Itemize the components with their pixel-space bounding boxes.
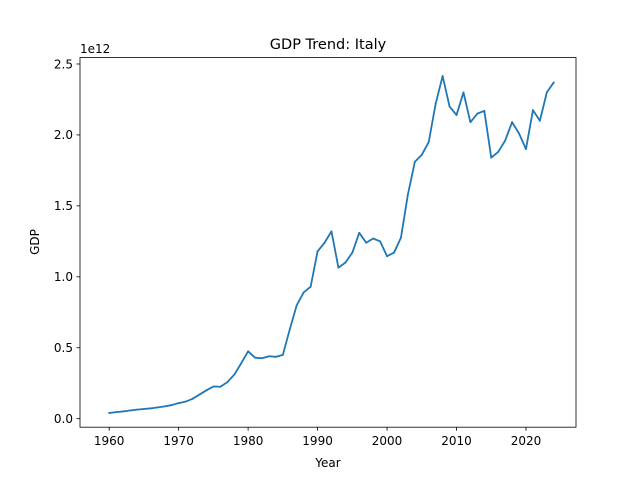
data-point [518,132,520,135]
data-point [233,373,236,376]
data-point [184,400,187,403]
data-point [552,81,555,84]
data-point [532,109,534,111]
data-point [212,385,215,388]
data-point [198,393,201,396]
data-point [247,350,250,353]
axis-ticks: 1960 1970 1980 1990 2000 2010 2020 0.0 0.5 1.0 1.5… [54,57,541,448]
data-point [393,251,395,254]
data-point [462,91,465,94]
data-point [351,251,354,254]
data-point [476,112,479,115]
data-point [358,231,361,234]
data-point [455,114,458,116]
data-point [427,141,430,143]
data-point [372,237,375,240]
data-point [448,105,451,108]
data-point [254,356,256,359]
gdp-series-line [108,75,555,414]
plot-area-frame [79,57,577,428]
data-point [525,148,527,151]
series-points [108,75,555,414]
data-point [434,102,437,105]
x-tick-label: 1970 [163,434,194,448]
data-point [261,357,263,360]
data-point [316,250,319,253]
y-tick-label: 0.5 [54,341,73,355]
data-point [143,408,145,410]
data-point [163,405,166,408]
x-tick-label: 1990 [302,434,333,448]
data-point [191,397,194,400]
data-point [281,353,284,356]
data-point [344,261,347,264]
data-point [365,241,368,244]
data-point [170,404,173,406]
data-point [379,240,381,243]
data-point [441,75,444,77]
data-point [295,304,298,307]
data-point [309,285,312,288]
data-point [323,241,326,244]
y-tick-label: 1.0 [54,270,73,284]
data-point [136,408,138,411]
data-point [511,121,513,124]
data-point [420,153,423,156]
data-point [337,266,340,269]
x-tick-label: 1960 [94,434,125,448]
data-point [219,385,222,388]
data-point [490,156,493,159]
y-offset-label: 1e12 [80,42,110,56]
data-point [156,406,159,409]
data-point [497,151,500,153]
chart-title: GDP Trend: Italy [270,37,387,53]
data-point [177,402,180,404]
data-point [504,139,507,142]
y-tick-label: 2.0 [54,128,73,142]
x-tick-label: 1980 [233,434,264,448]
y-tick-label: 1.5 [54,199,73,213]
data-point [129,409,131,412]
data-point [149,407,152,410]
data-point [400,236,402,239]
y-tick-label: 0.0 [54,412,73,426]
data-point [406,193,409,196]
x-tick-label: 2010 [441,434,472,448]
data-point [240,362,243,365]
data-point [108,412,111,414]
data-point [122,410,124,413]
y-axis-label: GDP [28,229,42,255]
data-point [205,389,208,392]
data-point [386,255,388,258]
data-point [226,381,229,384]
data-point [330,230,333,233]
data-point [483,109,486,112]
data-point [288,328,291,331]
y-tick-label: 2.5 [54,57,73,71]
data-point [302,291,305,294]
data-point [275,355,277,358]
data-point [538,119,541,122]
data-point [469,121,472,124]
data-point [545,91,548,94]
data-point [413,160,416,163]
data-point [115,411,118,414]
data-point [268,355,270,358]
x-axis-label: Year [314,456,340,470]
x-tick-label: 2020 [511,434,542,448]
x-tick-label: 2000 [372,434,403,448]
